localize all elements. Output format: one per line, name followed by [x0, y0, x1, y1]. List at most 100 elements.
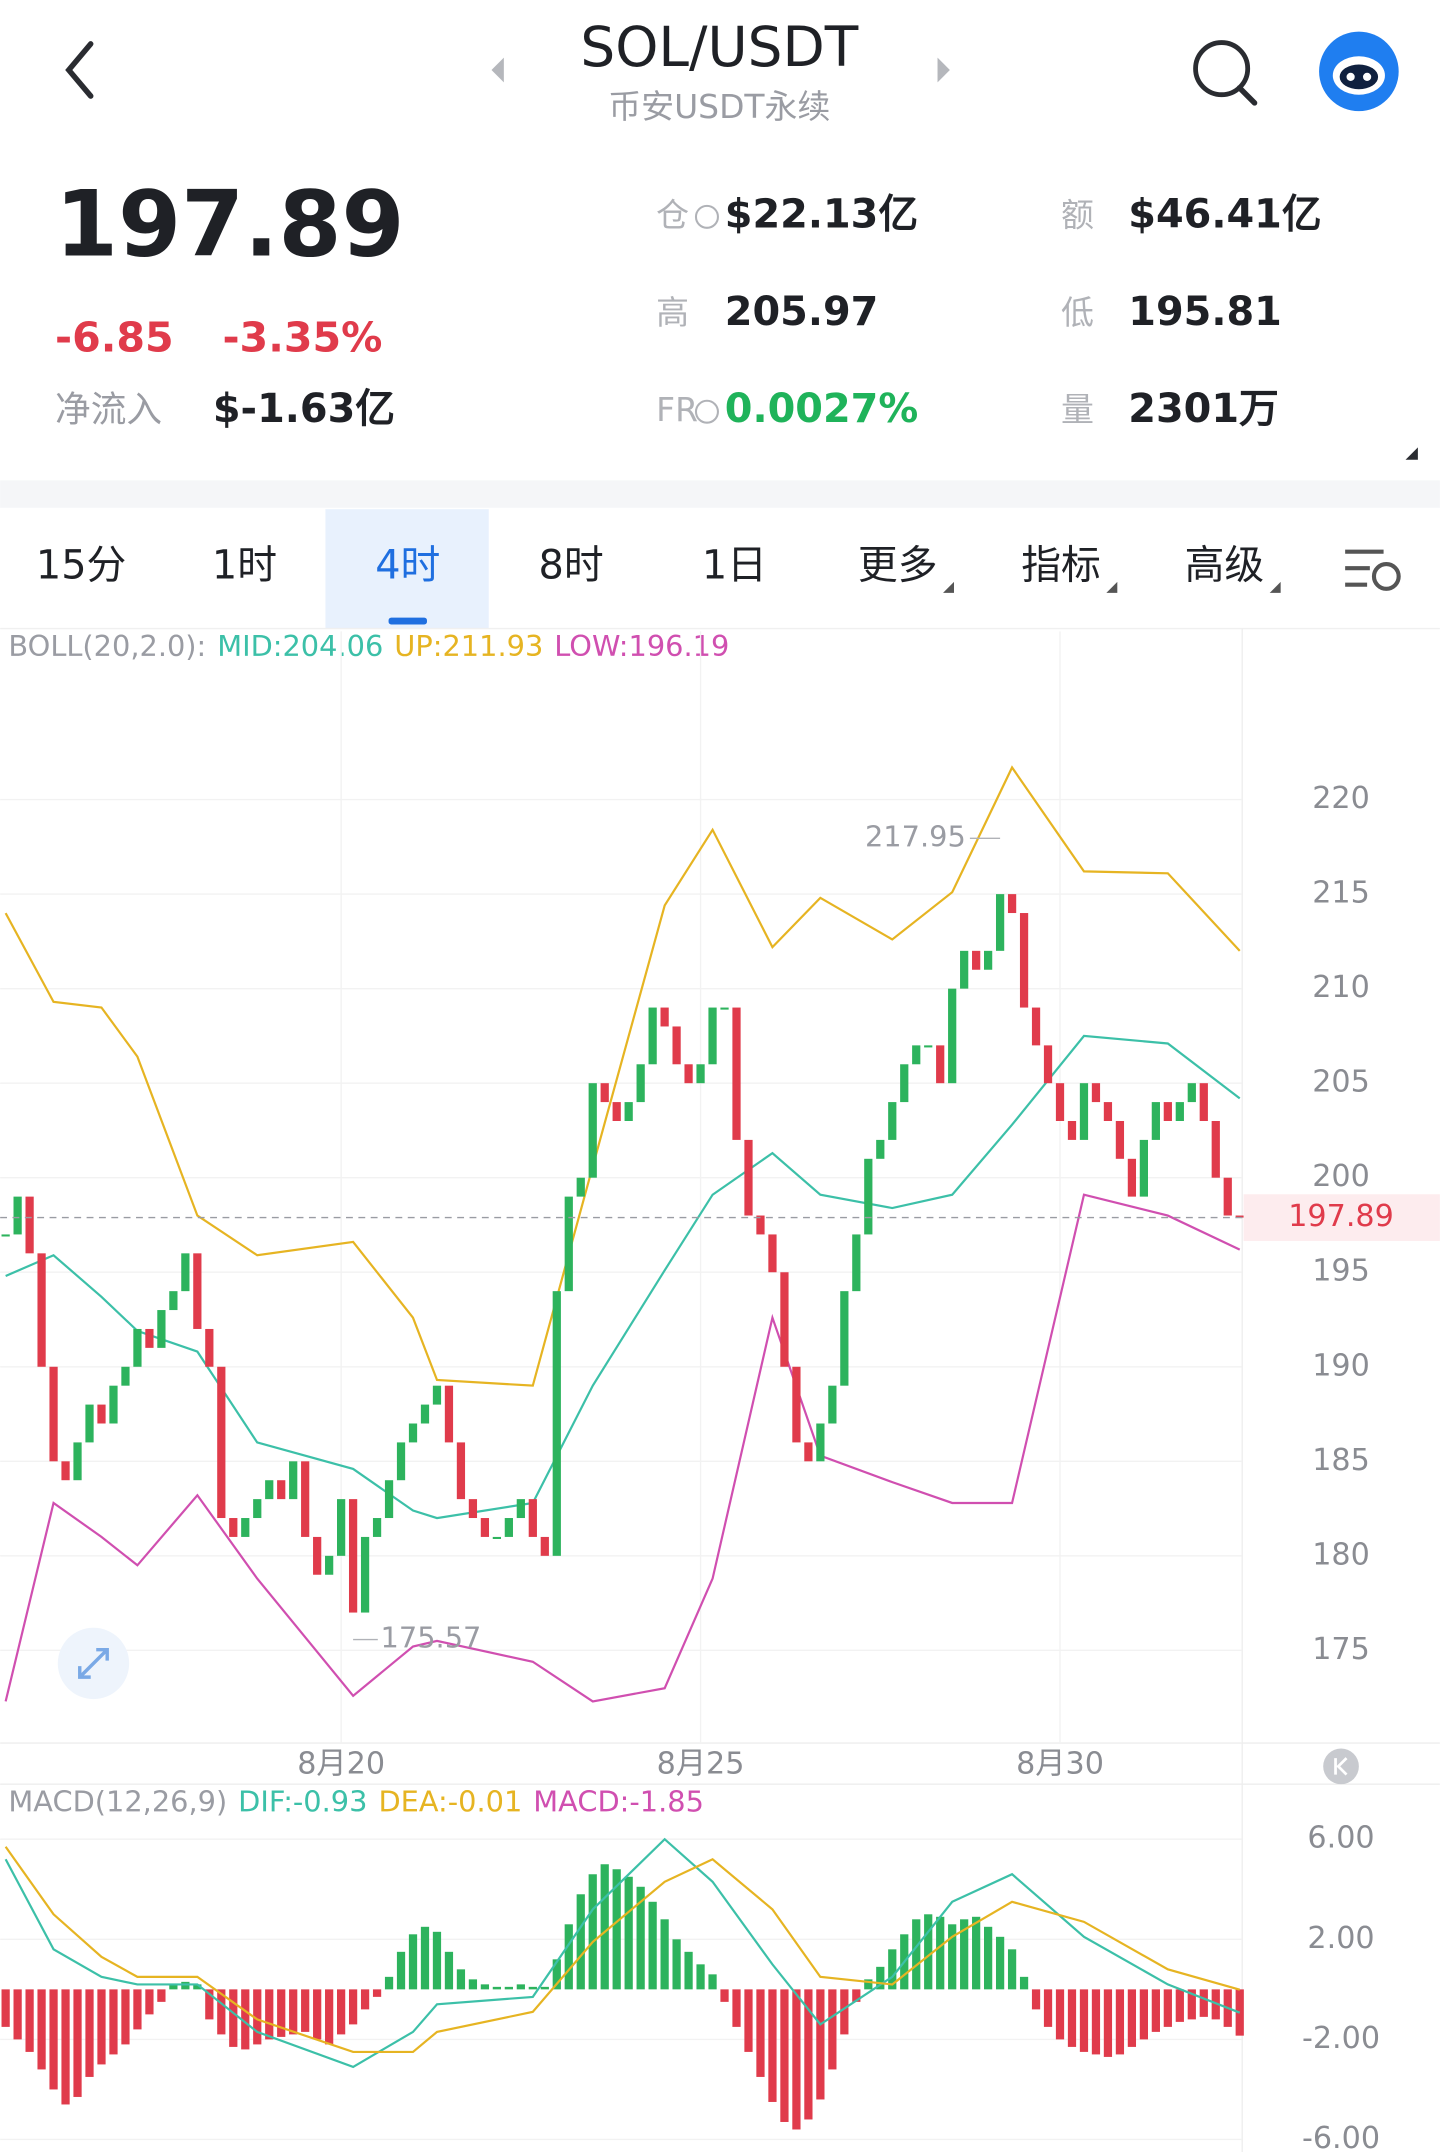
candle [456, 1442, 466, 1500]
candle [612, 1102, 621, 1121]
macd-bar [1175, 1989, 1184, 2022]
dropdown-caret [1106, 581, 1118, 593]
candle [157, 1310, 166, 1348]
macd-bar [660, 1919, 669, 1990]
macd-bar [888, 1949, 897, 1990]
search-icon[interactable] [1193, 40, 1258, 106]
macd-bar [13, 1989, 22, 2040]
macd-bar [768, 1989, 777, 2102]
price-chart: BOLL(20,2.0): MID:204.06 UP:211.93 LOW:196.… [0, 629, 1440, 1781]
macd-bar [1091, 1989, 1101, 2055]
macd-bar [145, 1989, 154, 2015]
candle [1055, 1083, 1065, 1121]
macd-bar [157, 1989, 166, 2002]
candle [420, 1404, 430, 1424]
y-tick-label: 215 [1312, 876, 1370, 911]
macd-bar [61, 1989, 70, 2105]
candle [972, 950, 981, 970]
candle [528, 1499, 537, 1537]
macd-bar [468, 1979, 478, 1990]
candle [1115, 1120, 1125, 1159]
y-tick-label: 2.00 [1307, 1921, 1374, 1956]
macd-bar [516, 1984, 525, 1990]
macd-bar [600, 1864, 609, 1990]
candle [516, 1499, 525, 1519]
macd-bar [253, 1989, 262, 2045]
avatar[interactable] [1319, 31, 1399, 112]
candle [780, 1272, 789, 1367]
macd-bar [504, 1986, 513, 1990]
current-price-badge [1243, 1194, 1440, 1241]
macd-dea [4, 1846, 1241, 2054]
jump-latest-button[interactable] [1323, 1748, 1359, 1785]
macd-bar [936, 1916, 945, 1990]
candle [109, 1385, 118, 1424]
macd-bar [384, 1976, 394, 1990]
macd-bar [828, 1989, 837, 2070]
tab[interactable]: 1日 [702, 543, 767, 589]
macd-bar [1163, 1989, 1172, 2027]
macd-bar [1079, 1989, 1089, 2052]
candle [253, 1499, 262, 1519]
tab[interactable]: 更多 [858, 543, 938, 589]
macd-bar [420, 1926, 430, 1990]
candle [13, 1196, 22, 1235]
indicator-legend: DIF:-0.93 [238, 1784, 367, 1818]
next-arrow[interactable] [937, 57, 950, 83]
tab[interactable]: 8时 [539, 543, 604, 589]
y-tick-label: 200 [1312, 1159, 1370, 1194]
candle [648, 1007, 657, 1065]
macd-bar [456, 1969, 466, 1990]
macd-bar [648, 1901, 657, 1990]
stat-value: 195.81 [1128, 289, 1282, 335]
macd-bar [444, 1951, 454, 1990]
macd-bar [169, 1984, 178, 1990]
tab[interactable]: 高级 [1185, 543, 1265, 589]
candle [289, 1461, 298, 1500]
subtitle: 币安USDT永续 [608, 87, 830, 126]
candle [1043, 1045, 1053, 1084]
candle [432, 1385, 442, 1405]
annotation: 175.57 [381, 1621, 482, 1655]
macd-bar [121, 1989, 130, 2045]
candle [348, 1499, 358, 1613]
macd-bar [109, 1989, 118, 2055]
stat-label: 低 [1061, 293, 1094, 332]
tab[interactable]: 4时 [375, 543, 440, 589]
stat-value: 2301万 [1128, 386, 1279, 432]
indicator-legend: UP:211.93 [394, 629, 543, 663]
candle [1103, 1102, 1113, 1121]
candle [1187, 1083, 1196, 1103]
macd-bar [313, 1989, 322, 2040]
expand-corner[interactable] [1405, 447, 1418, 460]
candle [277, 1480, 286, 1500]
candle [960, 950, 969, 989]
fullscreen-button[interactable] [57, 1627, 130, 1700]
macd-bar [85, 1989, 94, 2077]
candle [768, 1234, 777, 1273]
back-button[interactable] [65, 41, 94, 99]
boll-mid [5, 1034, 1241, 1520]
macd-bar [564, 1924, 573, 1990]
candle [660, 1007, 669, 1027]
candle [564, 1196, 573, 1292]
candle [85, 1404, 94, 1443]
tab[interactable]: 指标 [1021, 543, 1101, 589]
macd-bar [852, 1989, 861, 2002]
macd-bar [1043, 1989, 1053, 2027]
x-tick-label: 8月25 [657, 1746, 745, 1781]
candle [588, 1083, 597, 1178]
prev-arrow[interactable] [491, 57, 504, 83]
settings-icon[interactable] [1345, 549, 1401, 591]
candle [1067, 1120, 1077, 1140]
macd-bar [1199, 1989, 1208, 2017]
tab[interactable]: 1时 [212, 543, 277, 589]
macd-bar [360, 1989, 370, 2010]
macd-bar [552, 1959, 561, 1990]
macd-bar [73, 1989, 82, 2097]
indicator-legend: BOLL(20,2.0): [8, 629, 206, 663]
macd-bar [492, 1986, 501, 1990]
candle [444, 1385, 454, 1443]
tab[interactable]: 15分 [36, 543, 126, 589]
